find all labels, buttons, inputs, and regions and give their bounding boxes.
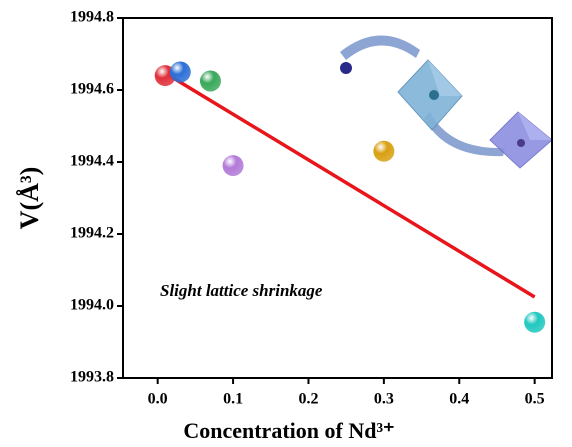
fit-line: [164, 71, 536, 299]
point: [222, 155, 244, 177]
plot-frame: [122, 17, 553, 379]
y-tick-label: 1994.8: [70, 9, 114, 26]
y-tick-label: 1994.0: [70, 297, 114, 314]
point: [169, 61, 191, 83]
x-tick-label: 0.5: [525, 391, 545, 408]
point: [524, 311, 546, 333]
x-tick-label: 0.0: [148, 391, 168, 408]
y-tick-label: 1994.2: [70, 225, 114, 242]
point: [199, 70, 221, 92]
illustration: [340, 35, 553, 169]
x-tick-label: 0.4: [449, 391, 469, 408]
x-tick-label: 0.1: [223, 391, 243, 408]
x-tick-label: 0.3: [374, 391, 394, 408]
annotation: Slight lattice shrinkage: [160, 281, 323, 300]
y-axis-title: V(Å³): [15, 167, 44, 230]
y-tick-label: 1994.6: [70, 81, 114, 98]
point: [373, 140, 395, 162]
y-tick-label: 1993.8: [70, 369, 114, 386]
y-tick-label: 1994.4: [70, 153, 114, 170]
x-axis-title: Concentration of Nd³⁺: [183, 418, 394, 443]
x-tick-label: 0.2: [298, 391, 318, 408]
